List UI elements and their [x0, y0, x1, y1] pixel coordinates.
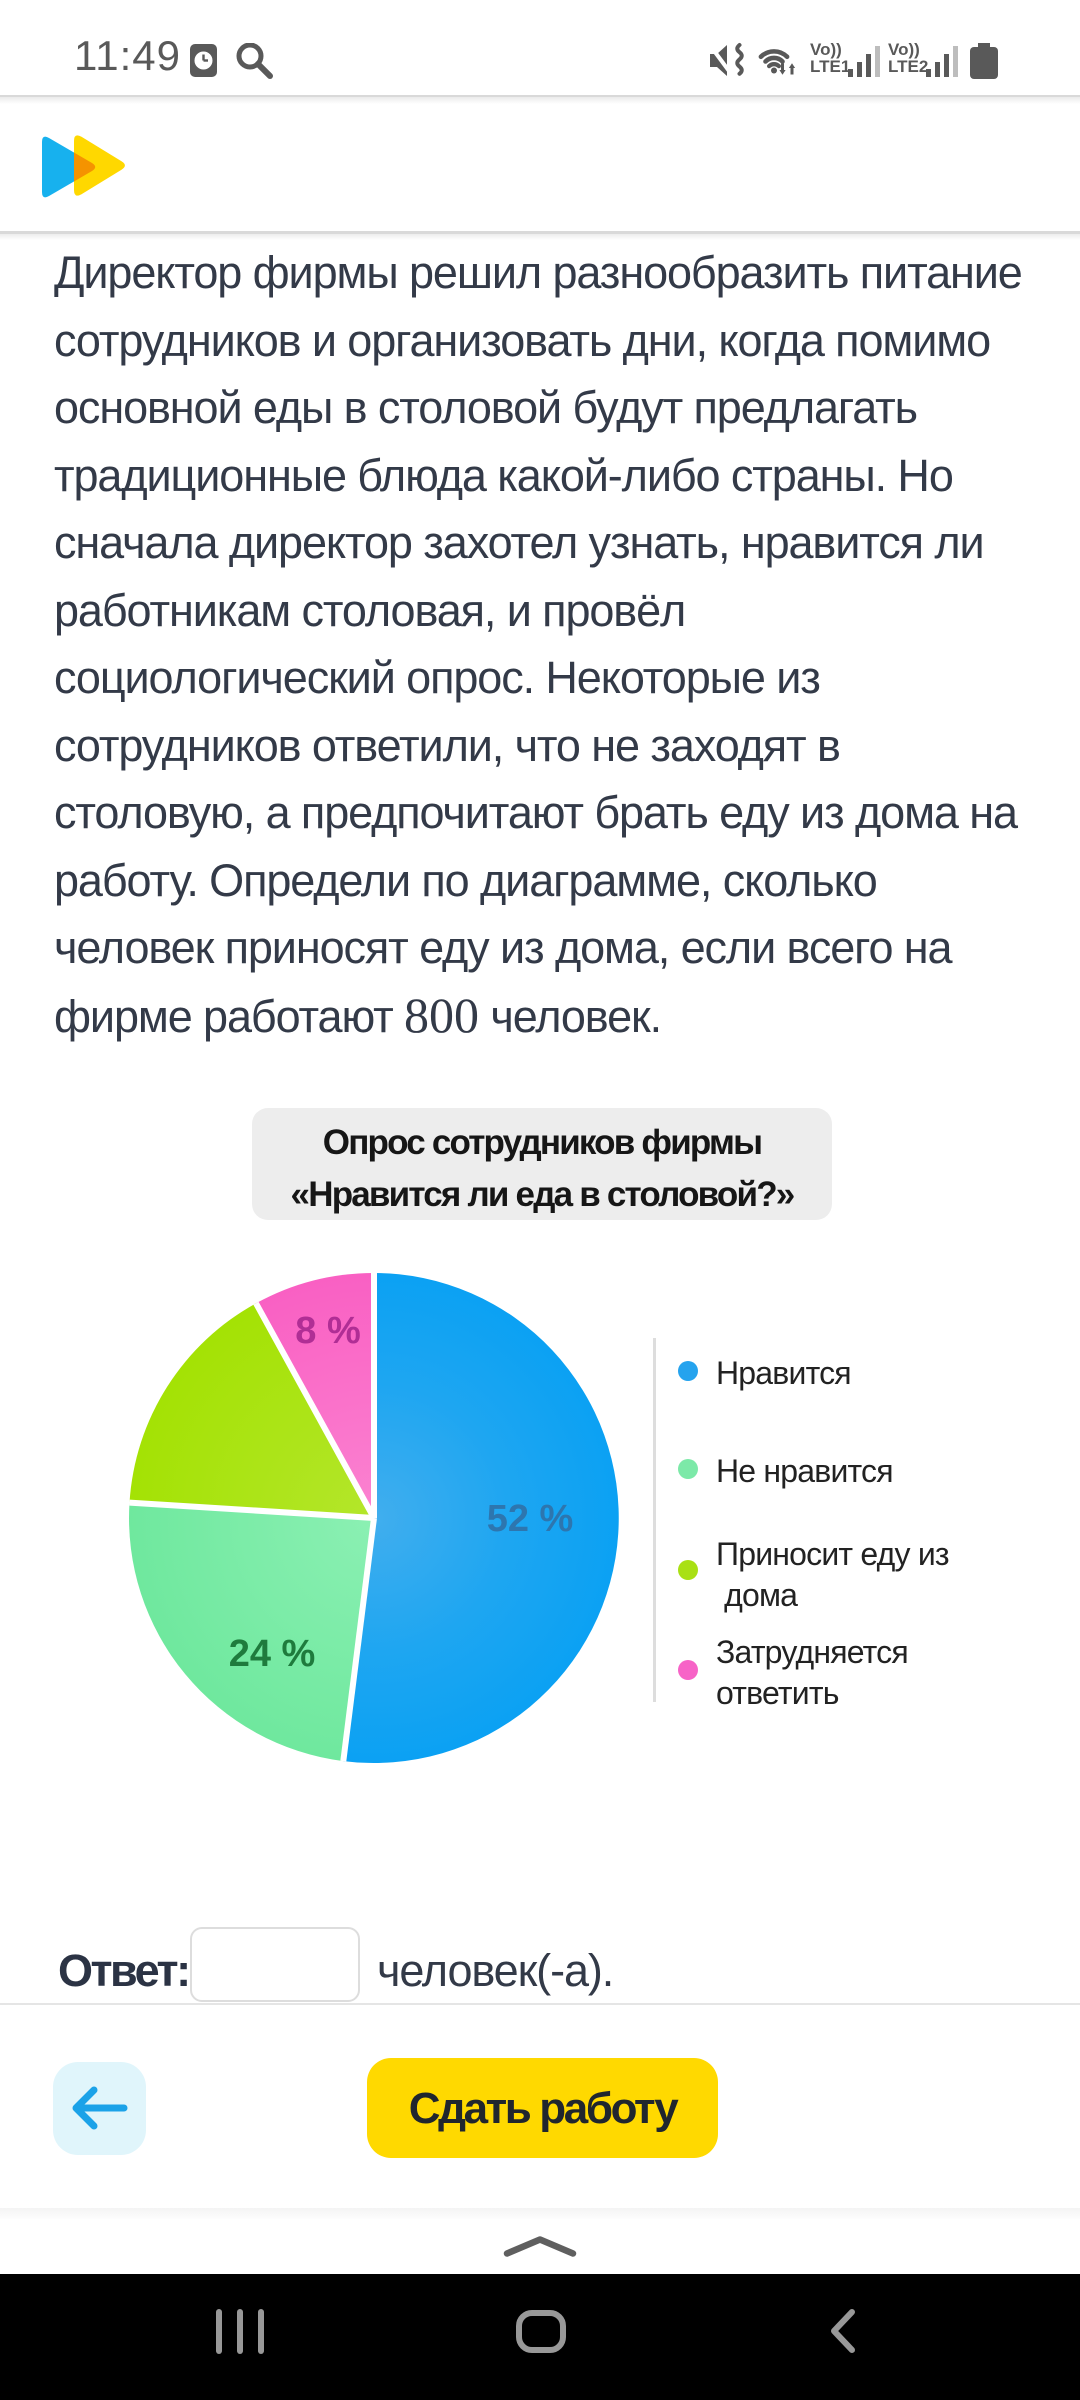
svg-text:52 %: 52 %	[487, 1498, 574, 1540]
svg-text:24 %: 24 %	[229, 1633, 316, 1675]
svg-text:8 %: 8 %	[295, 1310, 360, 1352]
